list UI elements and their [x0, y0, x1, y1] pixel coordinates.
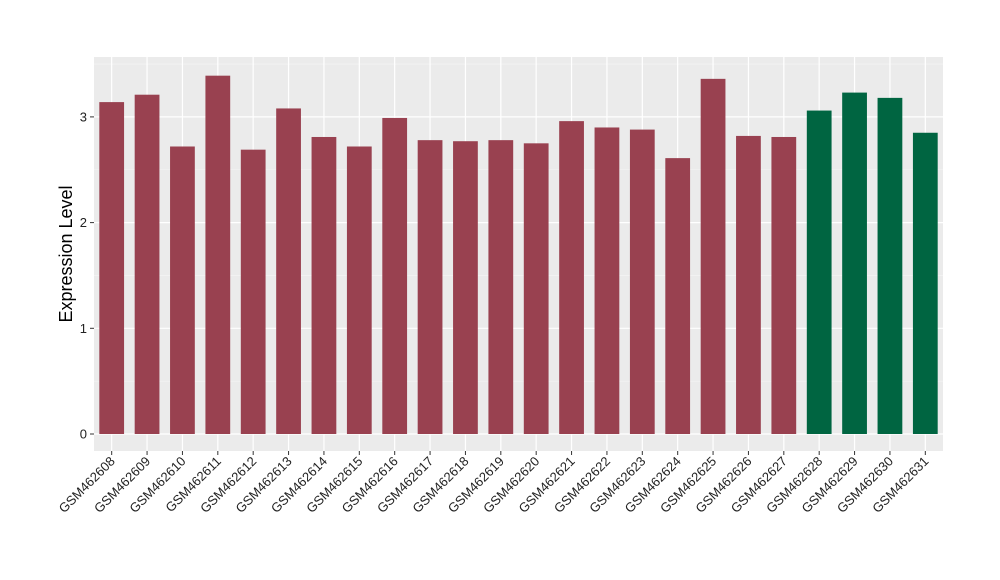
bars	[99, 75, 938, 435]
bar-GSM462620	[523, 143, 549, 434]
bar-GSM462615	[346, 146, 372, 434]
y-tick-label: 1	[80, 321, 87, 336]
bar-GSM462617	[417, 140, 443, 435]
y-axis-title: Expression Level	[56, 185, 76, 322]
bar-GSM462626	[736, 135, 761, 434]
bar-GSM462618	[453, 141, 478, 434]
bar-GSM462625	[700, 78, 726, 435]
bar-GSM462628	[806, 110, 832, 435]
bar-GSM462610	[170, 146, 195, 434]
bar-GSM462623	[629, 129, 655, 435]
bar-GSM462631	[912, 132, 938, 434]
y-tick-label: 3	[80, 109, 87, 124]
x-axis: GSM462608GSM462609GSM462610GSM462611GSM4…	[56, 451, 931, 516]
bar-GSM462613	[276, 108, 301, 434]
y-tick-label: 2	[80, 215, 87, 230]
bar-GSM462630	[877, 97, 903, 435]
bar-GSM462624	[665, 158, 691, 435]
y-axis: 0 1 2 3	[80, 109, 94, 442]
bar-GSM462608	[99, 102, 125, 435]
bar-GSM462614	[311, 136, 337, 434]
bar-GSM462619	[488, 140, 514, 435]
bar-GSM462621	[559, 121, 584, 435]
bar-GSM462629	[842, 92, 867, 435]
bar-GSM462627	[771, 136, 797, 434]
bar-GSM462612	[240, 149, 266, 435]
plot-panel	[94, 57, 943, 451]
y-tick-label: 0	[80, 427, 87, 442]
bar-GSM462609	[134, 94, 160, 434]
bar-GSM462611	[205, 75, 231, 434]
bar-GSM462616	[382, 117, 408, 434]
bar-GSM462622	[594, 127, 620, 434]
